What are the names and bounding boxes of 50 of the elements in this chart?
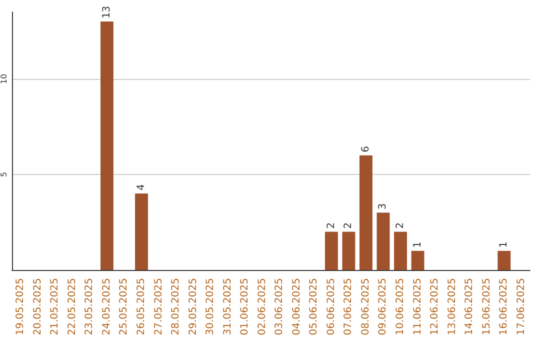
x-tick-label: 29.05.2025 <box>188 278 199 336</box>
x-tick-label: 11.06.2025 <box>412 278 424 336</box>
x-tick-label: 09.06.2025 <box>378 278 389 336</box>
data-label: 1 <box>412 242 424 248</box>
x-tick-label: 12.06.2025 <box>430 278 441 336</box>
bar <box>411 250 424 270</box>
x-tick-label: 19.05.2025 <box>15 278 26 336</box>
x-tick-label: 28.05.2025 <box>170 278 182 336</box>
x-tick-label: 24.05.2025 <box>101 278 112 336</box>
x-tick-label: 14.06.2025 <box>464 278 476 336</box>
x-tick-label: 05.06.2025 <box>308 278 320 336</box>
bar <box>135 194 148 270</box>
x-tick-label: 15.06.2025 <box>481 278 492 336</box>
bar <box>100 22 114 270</box>
data-label: 1 <box>498 242 510 248</box>
x-tick-label: 17.06.2025 <box>516 278 527 336</box>
data-label: 2 <box>395 222 406 229</box>
x-tick-label: 23.05.2025 <box>84 278 96 336</box>
x-tick-label: 30.05.2025 <box>205 278 216 336</box>
x-tick-label: 27.05.2025 <box>153 278 164 336</box>
bar <box>376 212 390 270</box>
bar <box>359 155 372 270</box>
y-tick-label: 10 <box>0 74 8 84</box>
data-label: 2 <box>343 222 354 229</box>
bar <box>394 232 407 270</box>
x-tick-label: 13.06.2025 <box>446 278 458 336</box>
x-tick-label: 31.05.2025 <box>222 278 234 336</box>
x-tick-label: 20.05.2025 <box>32 278 44 336</box>
data-label: 6 <box>360 146 372 152</box>
data-label: 13 <box>101 6 112 19</box>
x-tick-label: 07.06.2025 <box>343 278 354 336</box>
x-tick-label: 01.06.2025 <box>240 278 251 336</box>
data-label: 3 <box>378 203 389 210</box>
bar <box>342 232 356 270</box>
x-tick-label: 10.06.2025 <box>395 278 406 336</box>
x-tick-label: 22.05.2025 <box>66 278 78 336</box>
x-tick-label: 04.06.2025 <box>291 278 302 336</box>
data-label: 4 <box>136 184 147 191</box>
x-tick-label: 06.06.2025 <box>326 278 337 336</box>
x-tick-label: 02.06.2025 <box>256 278 268 336</box>
bar <box>324 232 338 270</box>
x-tick-label: 03.06.2025 <box>274 278 286 336</box>
x-tick-label: 16.06.2025 <box>498 278 510 336</box>
x-tick-label: 26.05.2025 <box>136 278 147 336</box>
bar <box>498 250 511 270</box>
x-tick-label: 21.05.2025 <box>50 278 61 336</box>
x-tick-label: 25.05.2025 <box>118 278 130 336</box>
data-label: 2 <box>326 222 337 229</box>
x-tick-label: 08.06.2025 <box>360 278 372 336</box>
y-tick-label: 5 <box>0 172 8 177</box>
